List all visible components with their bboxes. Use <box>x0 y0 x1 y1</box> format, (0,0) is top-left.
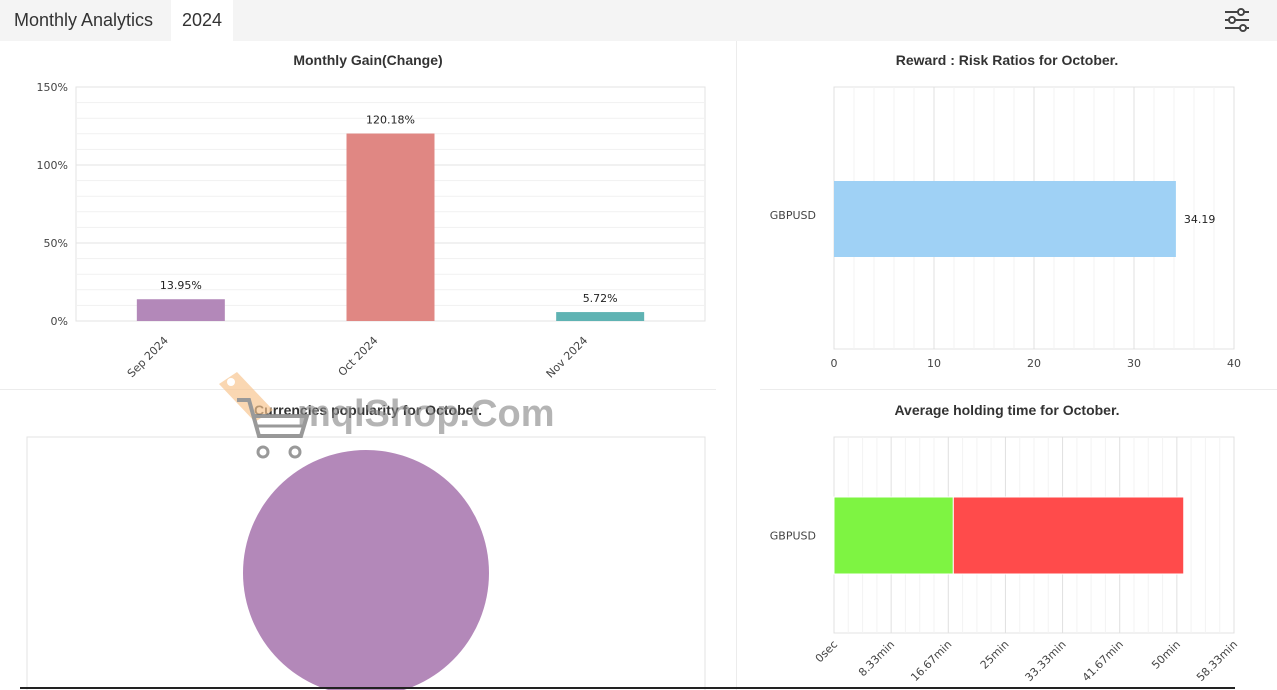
top-bar: Monthly Analytics 2024 <box>0 0 1277 42</box>
x-tick-label: 30 <box>1127 357 1141 370</box>
chart-title: Reward : Risk Ratios for October. <box>895 52 1119 68</box>
data-label: 34.19 <box>1184 213 1216 226</box>
x-tick-label: 16.67min <box>908 638 954 684</box>
bar <box>556 312 645 321</box>
data-label: 5.72% <box>583 292 618 305</box>
holding-time-panel: Average holding time for October. 0sec 8.… <box>737 390 1277 690</box>
bar <box>136 299 225 321</box>
x-tick-label: 40 <box>1227 357 1241 370</box>
panel-divider-vertical <box>736 41 737 690</box>
holding-time-chart: 0sec 8.33min 16.67min 25min 33.33min 41.67min… <box>770 436 1240 684</box>
x-tick-label: Nov 2024 <box>544 334 591 381</box>
x-tick-label: 20 <box>1027 357 1041 370</box>
panel-divider-left <box>0 389 716 390</box>
currencies-panel: Currencies popularity for October. <box>0 390 736 690</box>
chart-title: Monthly Gain(Change) <box>293 52 443 68</box>
data-label: 120.18% <box>366 114 415 127</box>
y-tick-label: 150% <box>37 81 68 94</box>
monthly-gain-panel: Monthly Gain(Change) 0% 50% 100% 150% 13.95%… <box>0 41 736 389</box>
y-tick-label: 100% <box>37 159 68 172</box>
currencies-pie-chart <box>26 436 706 690</box>
reward-risk-chart: 0 10 20 30 40 34.19 GBPUSD <box>770 86 1241 370</box>
x-tick-label: 41.67min <box>1080 638 1126 684</box>
monthly-gain-chart: 0% 50% 100% 150% 13.95% Sep 2024 120.18% Oct 20… <box>37 81 706 381</box>
chart-title: Average holding time for October. <box>894 402 1120 418</box>
page-title: Monthly Analytics <box>14 10 154 30</box>
filter-settings-button[interactable] <box>1222 5 1252 35</box>
bar <box>346 133 435 321</box>
reward-risk-panel: Reward : Risk Ratios for October. 0 10 20 3… <box>737 41 1277 389</box>
x-tick-label: 25min <box>978 638 1012 672</box>
bar <box>834 181 1176 257</box>
panel-divider-right <box>760 389 1277 390</box>
chart-title: Currencies popularity for October. <box>254 402 482 418</box>
y-tick-label: 50% <box>44 237 68 250</box>
bar-segment <box>952 496 1185 575</box>
x-tick-label: 10 <box>927 357 941 370</box>
tab-year[interactable]: 2024 <box>171 0 233 41</box>
y-category-label: GBPUSD <box>770 209 816 222</box>
x-tick-label: 50min <box>1149 638 1183 672</box>
sliders-icon <box>1225 8 1249 32</box>
x-tick-label: 8.33min <box>856 638 897 679</box>
pie-slice <box>243 450 489 690</box>
data-label: 13.95% <box>160 279 202 292</box>
bar-segment <box>833 496 954 575</box>
y-category-label: GBPUSD <box>770 530 816 543</box>
x-tick-label: 0 <box>831 357 838 370</box>
y-tick-label: 0% <box>51 315 68 328</box>
bottom-border <box>20 687 1235 689</box>
x-tick-label: 33.33min <box>1023 638 1069 684</box>
x-tick-label: Oct 2024 <box>336 334 381 379</box>
x-tick-label: 58.33min <box>1194 638 1240 684</box>
x-tick-label: Sep 2024 <box>125 334 171 380</box>
x-tick-label: 0sec <box>813 638 840 665</box>
